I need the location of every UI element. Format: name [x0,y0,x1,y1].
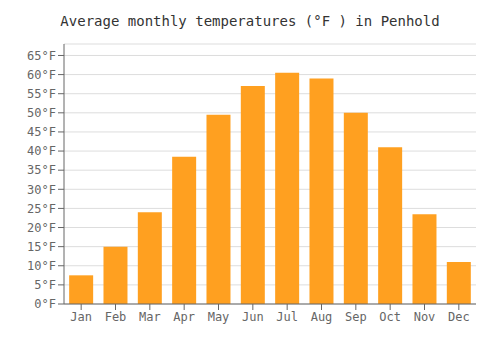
svg-text:Mar: Mar [139,310,161,324]
svg-text:15°F: 15°F [27,240,56,254]
svg-text:Feb: Feb [105,310,127,324]
svg-text:10°F: 10°F [27,259,56,273]
svg-text:60°F: 60°F [27,68,56,82]
svg-text:5°F: 5°F [34,278,56,292]
svg-text:Nov: Nov [414,310,436,324]
svg-text:45°F: 45°F [27,125,56,139]
svg-text:40°F: 40°F [27,144,56,158]
svg-text:Dec: Dec [448,310,470,324]
svg-text:0°F: 0°F [34,297,56,311]
svg-text:20°F: 20°F [27,221,56,235]
svg-text:Aug: Aug [311,310,333,324]
svg-text:65°F: 65°F [27,49,56,63]
svg-text:Apr: Apr [173,310,195,324]
svg-text:30°F: 30°F [27,183,56,197]
svg-text:50°F: 50°F [27,106,56,120]
svg-text:Jan: Jan [70,310,92,324]
svg-text:25°F: 25°F [27,202,56,216]
svg-text:Sep: Sep [345,310,367,324]
svg-text:May: May [208,310,230,324]
svg-text:Jul: Jul [276,310,298,324]
svg-text:35°F: 35°F [27,163,56,177]
svg-text:Oct: Oct [379,310,401,324]
html-text:Average monthly temperatures (: Average monthly temperatures (°F ) in Pe… [60,13,440,29]
svg-text:55°F: 55°F [27,87,56,101]
svg-text:Jun: Jun [242,310,264,324]
